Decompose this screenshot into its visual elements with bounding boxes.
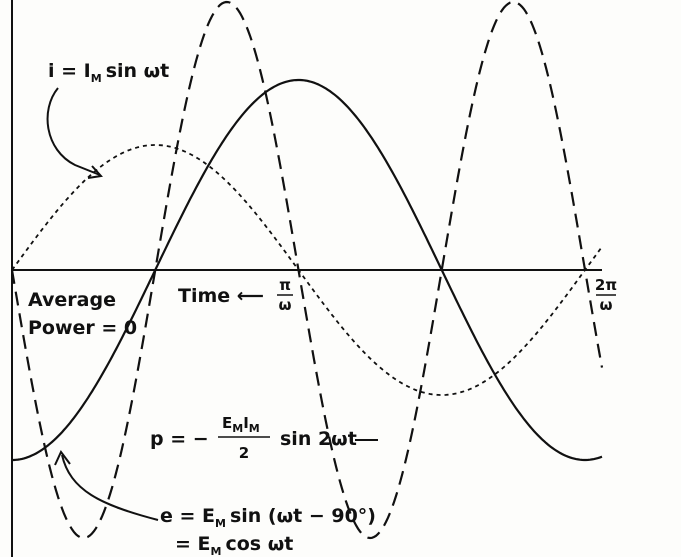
text: E	[222, 414, 232, 432]
power-denominator: 2	[239, 444, 249, 462]
power-label-tail: sin 2ωt	[280, 428, 357, 450]
text: sin (ωt − 90°)	[230, 505, 376, 527]
time-label: Time ⟵	[178, 285, 264, 307]
text: M	[249, 422, 260, 435]
text: M	[91, 72, 102, 85]
average-label: Average	[28, 289, 116, 311]
background	[0, 0, 681, 557]
text: cos ωt	[225, 533, 293, 555]
text: e = E	[160, 505, 215, 527]
two-pi-denominator: ω	[599, 296, 612, 314]
text: sin ωt	[106, 60, 170, 82]
text: M	[215, 517, 226, 530]
diagram: i = IMsin ωt Average Power = 0 Time ⟵ π …	[0, 0, 681, 557]
two-pi-numerator: 2π	[595, 276, 617, 294]
text: M	[211, 545, 222, 557]
text: = E	[175, 533, 211, 555]
pi-denominator: ω	[278, 296, 291, 314]
pi-numerator: π	[279, 276, 291, 294]
text: M	[232, 422, 243, 435]
power-zero-label: Power = 0	[28, 317, 137, 339]
text: i = I	[48, 60, 91, 82]
power-label-lead: p = −	[150, 428, 209, 450]
